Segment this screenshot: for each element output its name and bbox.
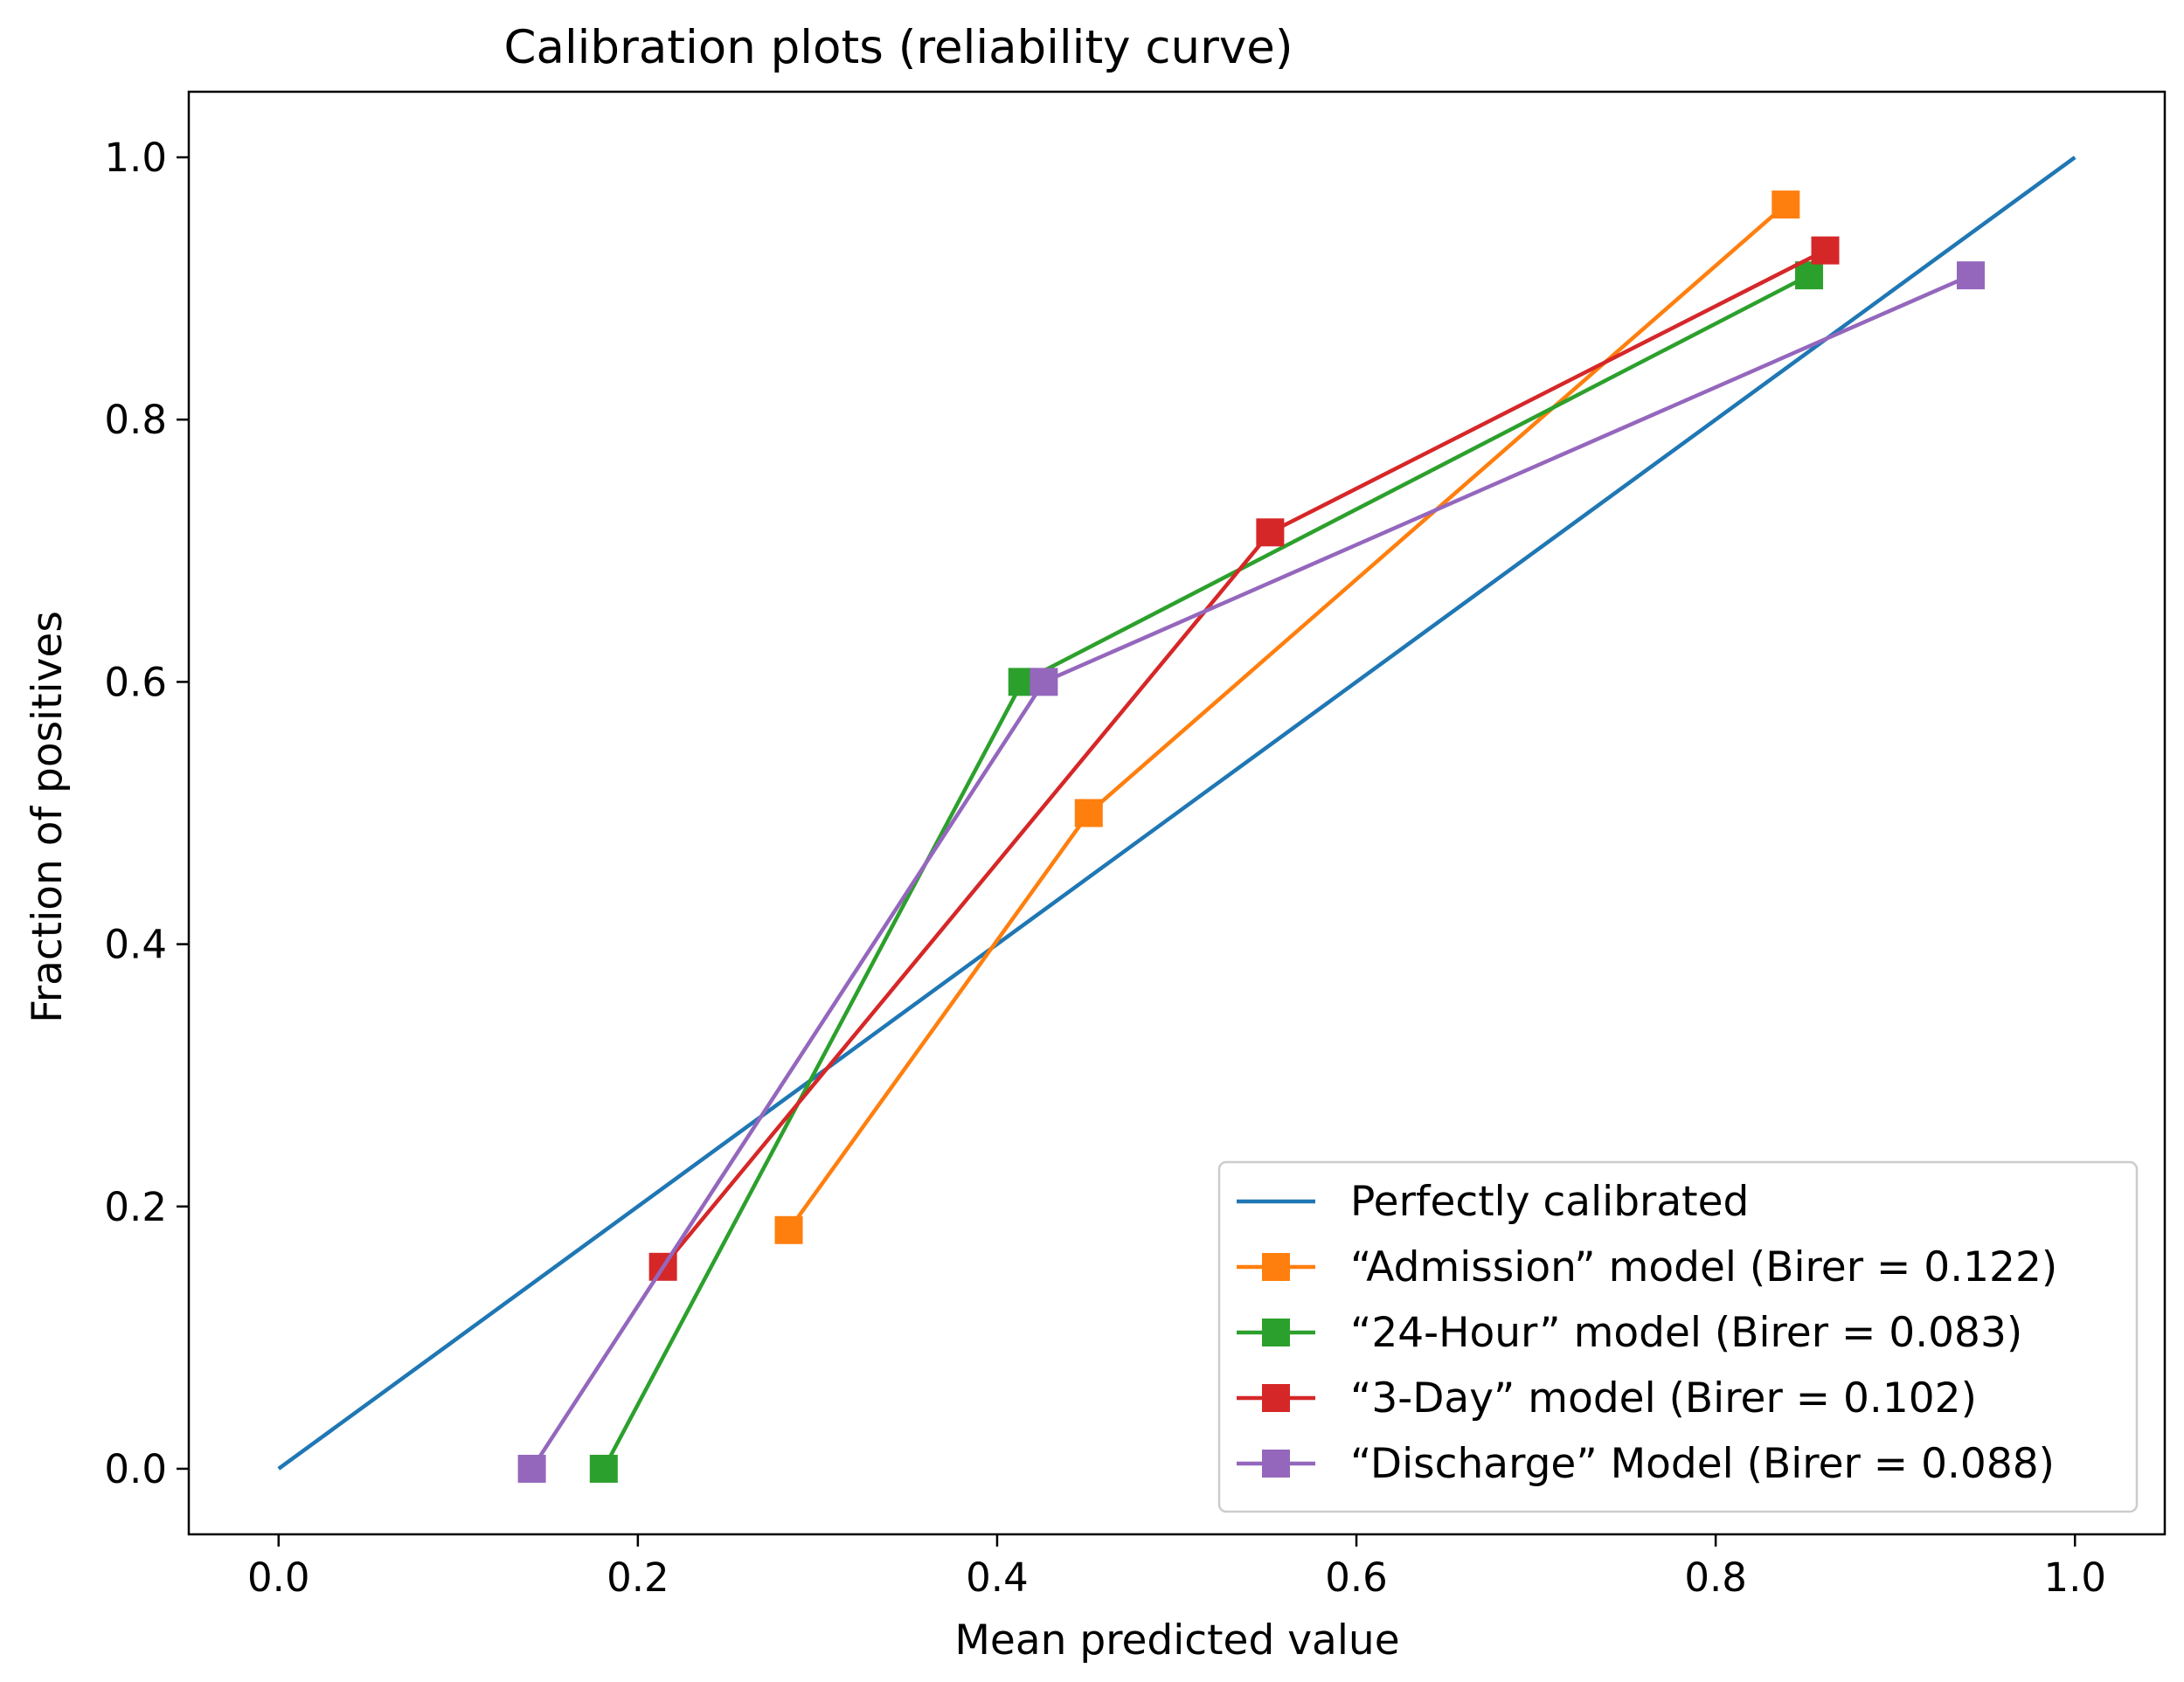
data-point — [1074, 799, 1103, 827]
legend-item: “24-Hour” model (Birer = 0.083) — [1237, 1309, 2022, 1357]
legend-label: “Admission” model (Birer = 0.122) — [1350, 1243, 2057, 1291]
y-tick-label: 1.0 — [104, 135, 167, 181]
axes-frame — [187, 90, 2167, 1536]
legend-swatch-marker — [1262, 1253, 1290, 1281]
series-3-day-model — [648, 236, 1840, 1281]
series-line — [787, 203, 1787, 1232]
data-point — [774, 1215, 803, 1244]
legend-label: “Discharge” Model (Birer = 0.088) — [1350, 1440, 2055, 1488]
x-tick-label: 1.0 — [2043, 1554, 2106, 1601]
data-point — [1811, 236, 1840, 265]
x-axis-ticks: 0.0 0.2 0.4 0.6 0.8 1.0 — [247, 1534, 2106, 1601]
data-point — [1795, 261, 1824, 290]
x-tick-label: 0.0 — [247, 1554, 310, 1601]
x-tick-label: 0.4 — [966, 1554, 1029, 1601]
legend-swatch-marker — [1262, 1450, 1290, 1478]
legend-swatch-marker — [1262, 1384, 1290, 1412]
data-point — [1771, 190, 1800, 219]
legend-item: “3-Day” model (Birer = 0.102) — [1237, 1374, 1977, 1422]
series-perfectly-calibrated — [277, 156, 2077, 1471]
y-tick-label: 0.4 — [104, 922, 167, 968]
data-point — [1957, 261, 1986, 290]
legend-item: “Discharge” Model (Birer = 0.088) — [1237, 1440, 2055, 1488]
y-tick-label: 0.6 — [104, 659, 167, 705]
y-axis-label: Fraction of positives — [24, 611, 72, 1023]
x-tick-label: 0.2 — [607, 1554, 669, 1601]
y-tick-label: 0.8 — [104, 397, 167, 443]
legend-label: “24-Hour” model (Birer = 0.083) — [1350, 1309, 2022, 1357]
legend-item: Perfectly calibrated — [1237, 1178, 1749, 1226]
plot-area — [277, 156, 2077, 1483]
data-point — [517, 1454, 546, 1483]
chart-title: Calibration plots (reliability curve) — [503, 21, 1293, 74]
data-point — [1030, 668, 1058, 696]
legend-box — [1217, 1160, 2139, 1513]
y-tick-label: 0.0 — [104, 1446, 167, 1492]
series-discharge-model — [517, 261, 1986, 1483]
legend-label: Perfectly calibrated — [1350, 1178, 1749, 1226]
series-admission-model — [774, 190, 1800, 1244]
series-line — [277, 156, 2077, 1471]
y-tick-label: 0.2 — [104, 1184, 167, 1230]
legend-swatch-marker — [1262, 1319, 1290, 1346]
x-axis-label: Mean predicted value — [954, 1616, 1399, 1665]
x-tick-label: 0.8 — [1684, 1554, 1747, 1601]
legend: Perfectly calibrated “Admission” model (B… — [1217, 1160, 2139, 1513]
legend-label: “3-Day” model (Birer = 0.102) — [1350, 1374, 1977, 1422]
series-line — [661, 248, 1827, 1269]
y-axis-ticks: 0.0 0.2 0.4 0.6 0.8 1.0 — [104, 135, 189, 1492]
x-tick-label: 0.6 — [1325, 1554, 1388, 1601]
data-point — [589, 1454, 618, 1483]
legend-item: “Admission” model (Birer = 0.122) — [1237, 1243, 2057, 1291]
data-point — [1256, 518, 1285, 547]
